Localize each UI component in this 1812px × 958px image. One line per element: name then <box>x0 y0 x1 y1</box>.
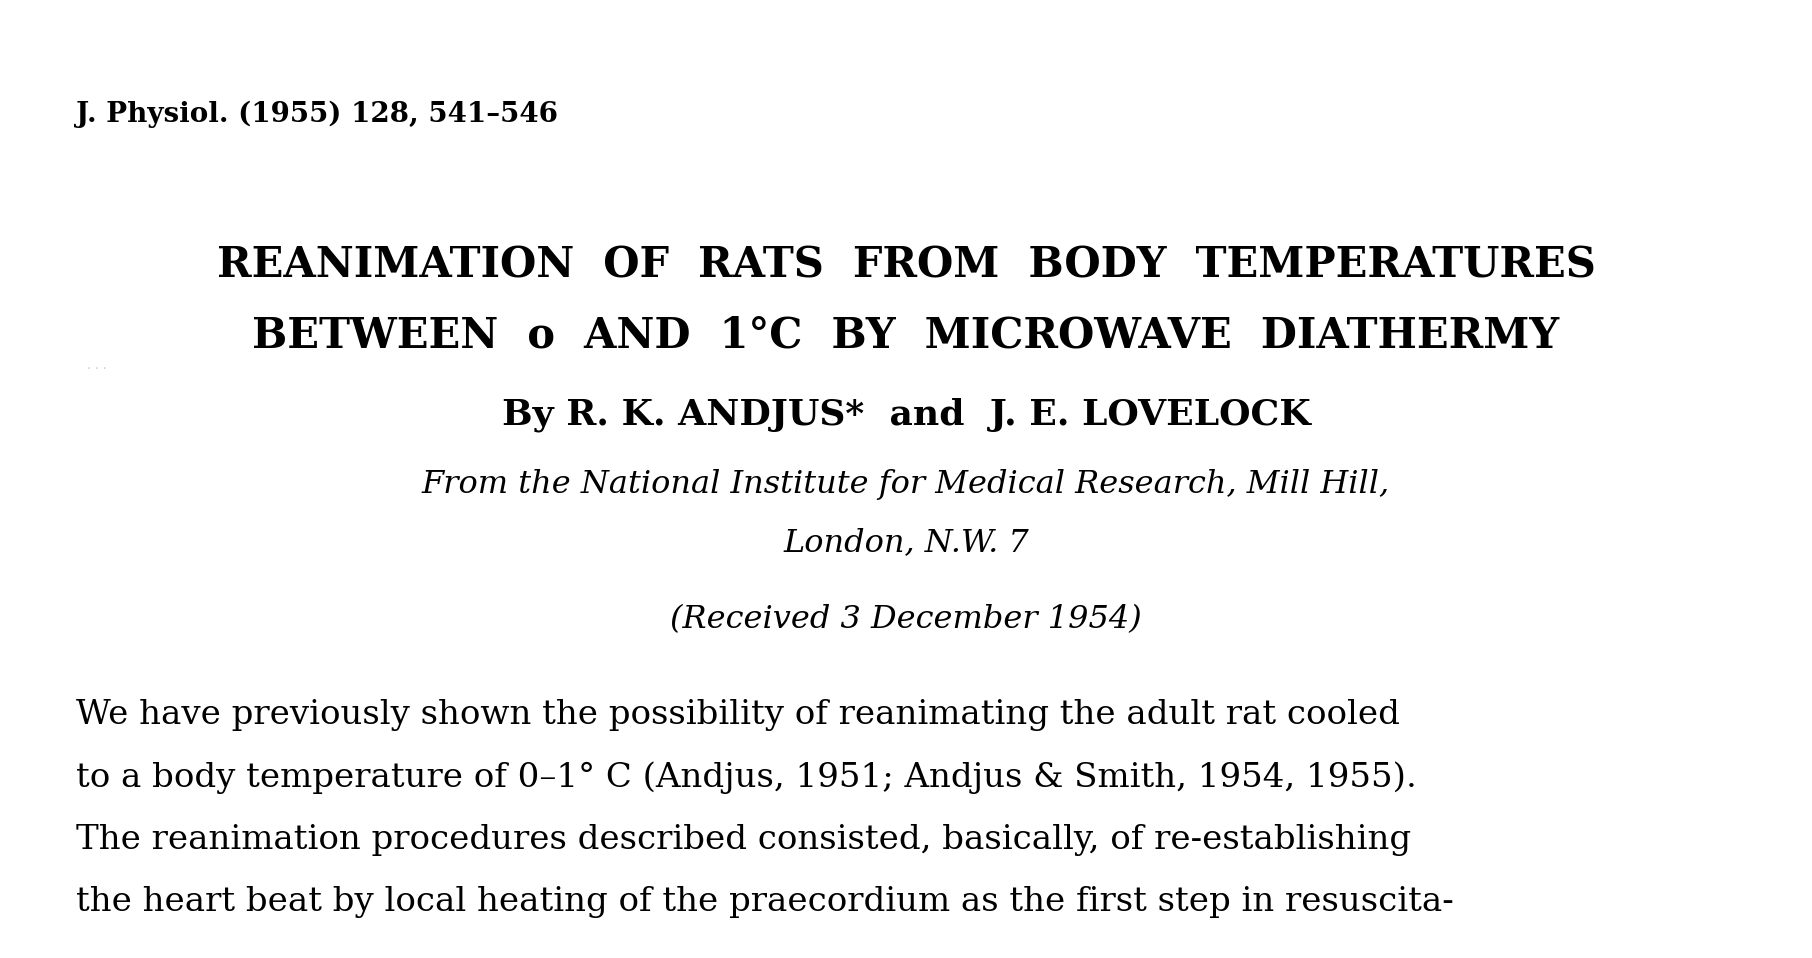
Text: BETWEEN  o  AND  1°C  BY  MICROWAVE  DIATHERMY: BETWEEN o AND 1°C BY MICROWAVE DIATHERMY <box>252 314 1560 356</box>
Text: By R. K. ANDJUS*  and  J. E. LOVELOCK: By R. K. ANDJUS* and J. E. LOVELOCK <box>502 398 1310 432</box>
Text: (Received 3 December 1954): (Received 3 December 1954) <box>670 604 1142 634</box>
Text: REANIMATION  OF  RATS  FROM  BODY  TEMPERATURES: REANIMATION OF RATS FROM BODY TEMPERATUR… <box>217 244 1595 286</box>
Text: . . .: . . . <box>87 359 107 373</box>
Text: the heart beat by local heating of the praecordium as the first step in resuscit: the heart beat by local heating of the p… <box>76 886 1453 918</box>
Text: to a body temperature of 0–1° C (Andjus, 1951; Andjus & Smith, 1954, 1955).: to a body temperature of 0–1° C (Andjus,… <box>76 762 1417 794</box>
Text: J. Physiol. (1955) 128, 541–546: J. Physiol. (1955) 128, 541–546 <box>76 101 558 128</box>
Text: From the National Institute for Medical Research, Mill Hill,: From the National Institute for Medical … <box>422 469 1390 500</box>
Text: The reanimation procedures described consisted, basically, of re-establishing: The reanimation procedures described con… <box>76 824 1412 855</box>
Text: We have previously shown the possibility of reanimating the adult rat cooled: We have previously shown the possibility… <box>76 699 1401 731</box>
Text: London, N.W. 7: London, N.W. 7 <box>783 527 1029 558</box>
